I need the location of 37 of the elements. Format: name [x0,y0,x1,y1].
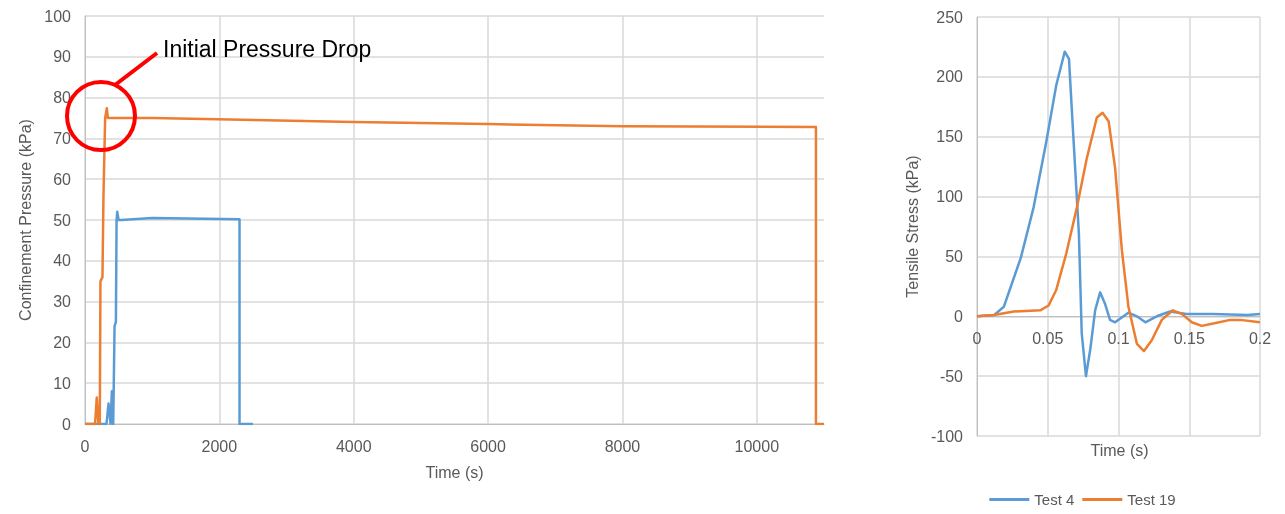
y-tick-label: 70 [53,129,72,147]
y-tick-label: 60 [53,170,72,188]
y-tick-label: 0 [954,307,964,325]
annotation: Initial Pressure Drop [163,36,372,63]
x-tick-label: 0.2 [1248,329,1272,347]
x-tick-label: 0.05 [1032,329,1064,347]
x-tick-label: 6000 [470,437,506,455]
x-tick-label: 8000 [604,437,641,455]
y-tick-label: -50 [939,367,964,385]
y-tick-label: 150 [936,128,964,146]
legend-label: Test 4 [1034,491,1075,508]
x-tick-label: 0.1 [1107,329,1130,347]
y-tick-label: 80 [53,89,72,107]
x-tick-label: 0 [972,329,982,347]
y-tick-label: 250 [936,8,964,26]
y-tick-label: 90 [53,48,72,66]
y-tick-label: 100 [936,188,964,206]
y-tick-label: 10 [53,374,72,392]
y-tick-label: 200 [936,68,964,86]
x-tick-label: 2000 [201,437,238,455]
y-tick-label: -100 [930,427,964,445]
y-axis-title: Confinement Pressure (kPa) [16,119,34,321]
x-tick-label: 0 [80,437,90,455]
y-tick-label: 0 [62,415,72,433]
y-tick-label: 100 [44,7,72,25]
y-tick-label: 50 [945,247,964,265]
y-axis-title: Tensile Stress (kPa) [903,155,921,298]
x-axis-title: Time (s) [425,463,484,481]
x-tick-label: 0.15 [1173,329,1205,347]
x-axis-title: Time (s) [1090,441,1149,459]
y-tick-label: 30 [53,293,72,311]
legend-label: Test 19 [1127,491,1176,508]
x-tick-label: 4000 [335,437,372,455]
y-tick-label: 50 [53,211,72,229]
x-tick-label: 10000 [734,437,780,455]
y-tick-label: 40 [53,252,72,270]
y-tick-label: 20 [53,333,72,351]
